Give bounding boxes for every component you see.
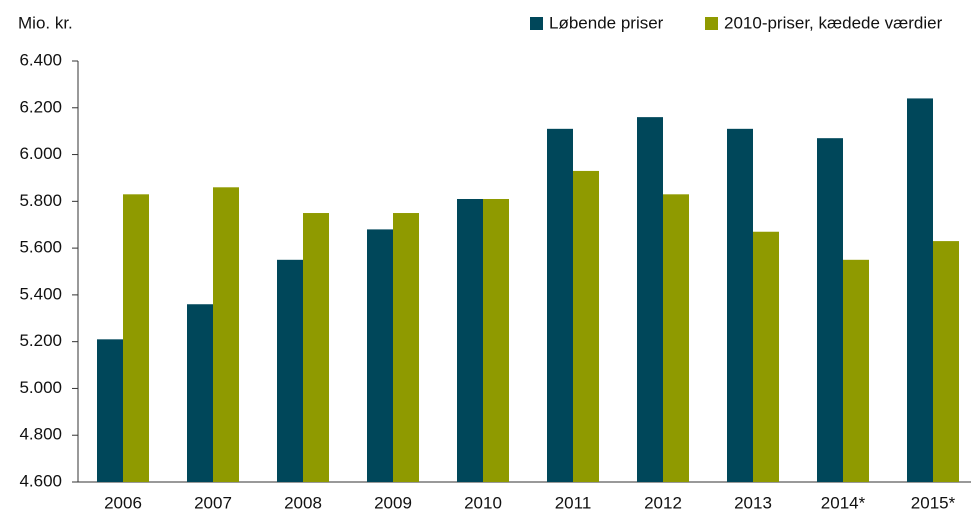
bar	[277, 259, 303, 482]
bar	[663, 194, 689, 483]
y-tick-label: 5.200	[19, 331, 62, 350]
bar	[303, 213, 329, 482]
bar	[637, 117, 663, 482]
legend-swatch	[705, 17, 718, 30]
y-tick-label: 5.600	[19, 238, 62, 257]
y-tick-label: 5.400	[19, 284, 62, 303]
bar	[187, 304, 213, 482]
y-tick-label: 5.800	[19, 191, 62, 210]
bar	[483, 198, 509, 482]
y-axis-label: Mio. kr.	[18, 13, 73, 32]
y-tick-label: 6.200	[19, 97, 62, 116]
x-tick-label: 2013	[734, 493, 772, 512]
bar	[573, 170, 599, 482]
y-tick-label: 4.600	[19, 471, 62, 490]
y-tick-label: 5.000	[19, 378, 62, 397]
x-tick-label: 2008	[284, 493, 322, 512]
x-tick-label: 2012	[644, 493, 682, 512]
bar	[727, 128, 753, 483]
x-tick-label: 2011	[555, 493, 592, 512]
bar	[457, 198, 483, 482]
x-tick-label: 2010	[464, 493, 502, 512]
x-tick-label: 2007	[194, 493, 232, 512]
legend-label: 2010-priser, kædede værdier	[724, 13, 943, 32]
bar	[817, 138, 843, 482]
x-tick-label: 2015*	[911, 493, 956, 512]
x-tick-label: 2014*	[821, 493, 866, 512]
x-tick-label: 2006	[104, 493, 142, 512]
bar	[907, 98, 933, 482]
bar	[753, 231, 779, 482]
y-tick-label: 6.000	[19, 144, 62, 163]
bar	[393, 213, 419, 482]
bar	[933, 241, 959, 482]
legend-label: Løbende priser	[549, 13, 664, 32]
y-tick-label: 4.800	[19, 425, 62, 444]
bar	[843, 259, 869, 482]
bar	[213, 187, 239, 483]
x-tick-label: 2009	[374, 493, 412, 512]
bar	[123, 194, 149, 483]
bar	[367, 229, 393, 482]
y-tick-label: 6.400	[19, 50, 62, 69]
bar	[97, 339, 123, 482]
bar	[547, 128, 573, 483]
legend-swatch	[530, 17, 543, 30]
